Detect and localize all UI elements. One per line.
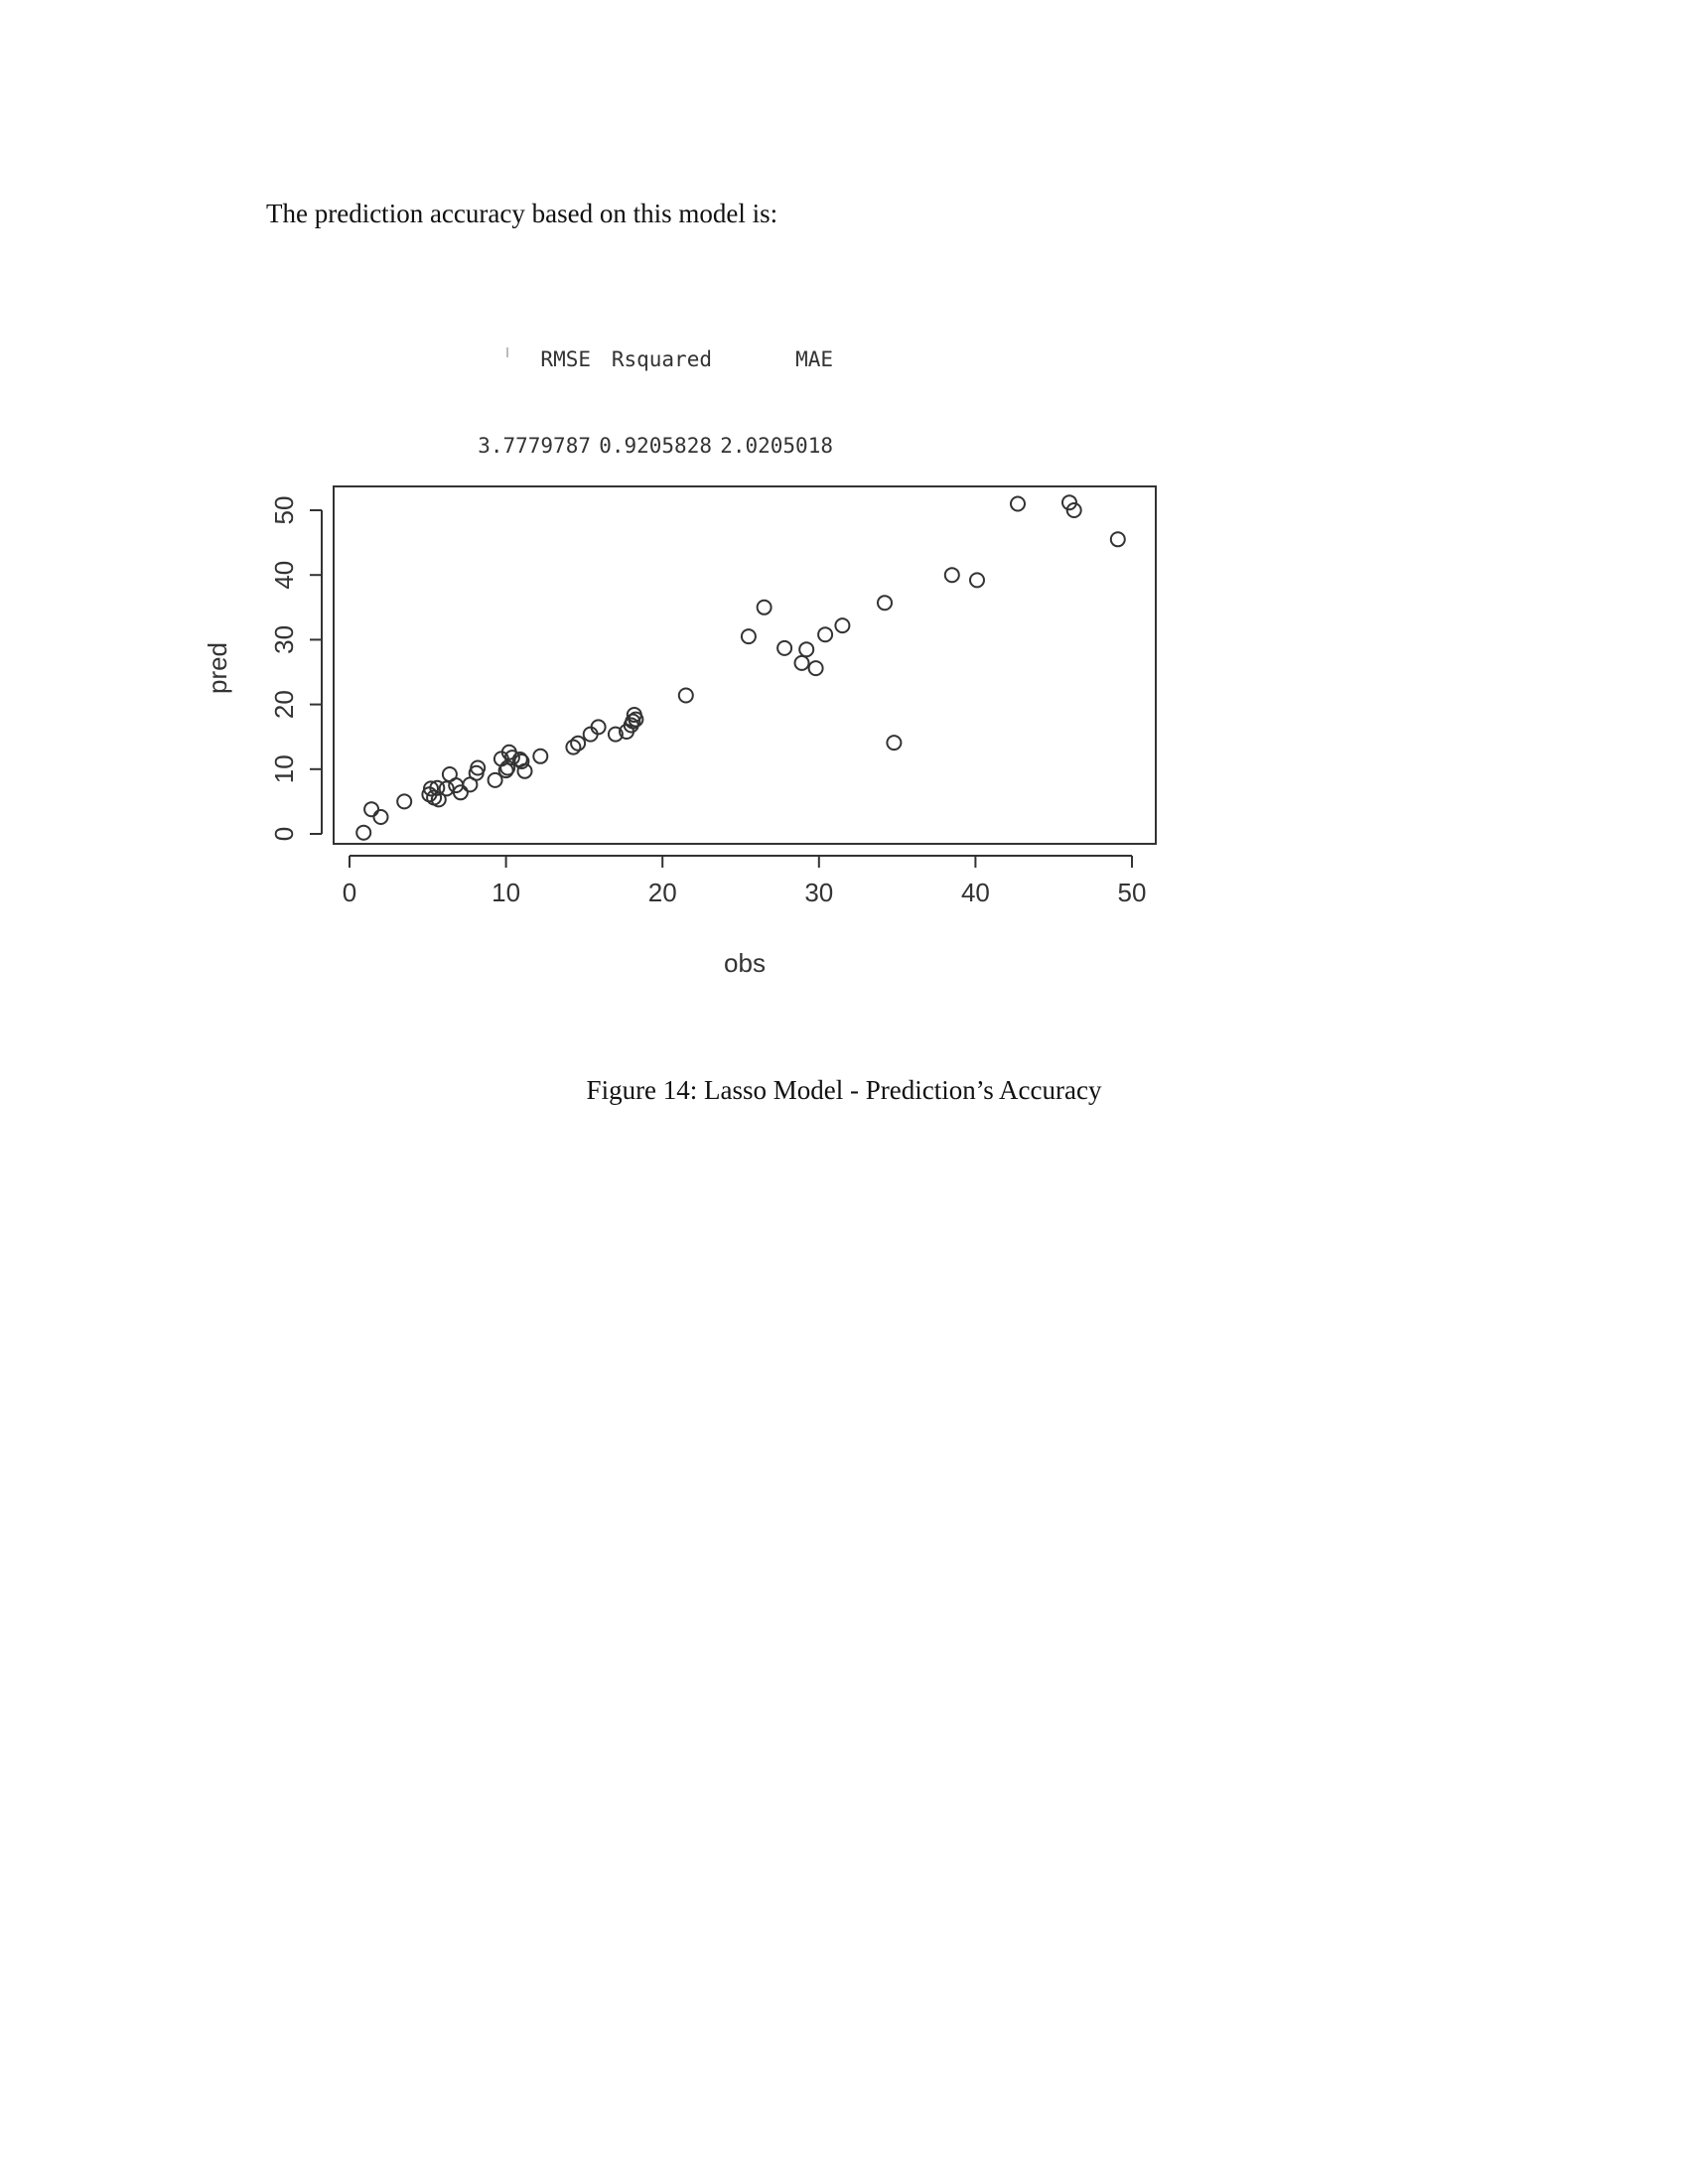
x-tick-label: 40	[961, 878, 990, 907]
data-point	[1109, 531, 1126, 548]
metrics-output: RMSE Rsquared MAE 3.7779787 0.9205828 2.0205…	[467, 288, 833, 518]
metric-value-mae: 2.0205018	[720, 434, 833, 458]
x-tick-label: 10	[492, 878, 520, 907]
metric-value-rmse: 3.7779787	[478, 434, 591, 458]
data-point	[969, 572, 985, 589]
x-tick-label: 30	[804, 878, 833, 907]
data-point	[756, 599, 773, 615]
y-tick-label: 40	[269, 561, 299, 590]
data-point	[1065, 502, 1082, 518]
data-point	[503, 750, 520, 766]
data-point	[372, 809, 389, 825]
x-tick-label: 0	[343, 878, 356, 907]
metric-header-mae: MAE	[795, 347, 833, 371]
data-point	[532, 748, 549, 764]
scatter-plot-figure: 0 10 20 30 40 50 0 10 20 30 40 50 obs pred	[189, 477, 1192, 1013]
data-point	[513, 753, 530, 769]
data-point	[470, 759, 487, 776]
y-tick-label: 10	[269, 754, 299, 783]
data-point	[625, 713, 641, 730]
data-point	[628, 711, 644, 728]
data-point	[877, 595, 893, 612]
data-points	[355, 494, 1126, 841]
data-point	[677, 687, 694, 704]
metrics-header-row: RMSE Rsquared MAE	[467, 345, 833, 374]
data-point	[798, 641, 815, 658]
metric-value-rsquared: 0.9205828	[599, 434, 712, 458]
plot-frame	[333, 485, 1157, 845]
data-point	[516, 762, 533, 779]
x-axis: 0 10 20 30 40 50	[343, 855, 1147, 907]
y-axis-label: pred	[203, 642, 232, 694]
data-point	[793, 654, 810, 671]
data-point	[943, 567, 960, 584]
metrics-value-row: 3.7779787 0.9205828 2.0205018	[467, 432, 833, 461]
data-point	[817, 626, 834, 643]
data-point	[396, 793, 413, 810]
data-point	[807, 660, 824, 677]
y-axis: 0 10 20 30 40 50	[269, 496, 323, 841]
y-tick-label: 0	[269, 827, 299, 841]
x-axis-label: obs	[724, 948, 766, 978]
data-point	[776, 639, 793, 656]
data-point	[886, 735, 903, 751]
data-point	[497, 762, 514, 779]
data-point	[565, 739, 582, 755]
data-point	[487, 771, 503, 788]
cursor-mark	[506, 347, 508, 357]
data-point	[499, 759, 516, 776]
intro-text: The prediction accuracy based on this mo…	[266, 199, 778, 228]
data-point	[834, 617, 851, 634]
data-point	[1010, 495, 1026, 512]
data-point	[438, 780, 455, 797]
y-tick-label: 50	[269, 496, 299, 525]
data-point	[570, 735, 587, 751]
figure-caption: Figure 14: Lasso Model - Prediction’s Ac…	[0, 1075, 1688, 1106]
metric-header-rsquared: Rsquared	[611, 347, 712, 371]
data-point	[1061, 494, 1077, 511]
y-tick-label: 30	[269, 625, 299, 654]
data-point	[363, 801, 380, 818]
data-point	[429, 779, 446, 796]
scatter-plot: 0 10 20 30 40 50 0 10 20 30 40 50 obs pred	[203, 485, 1157, 978]
x-tick-label: 20	[648, 878, 677, 907]
data-point	[607, 726, 624, 743]
data-point	[740, 628, 757, 645]
x-tick-label: 50	[1118, 878, 1147, 907]
y-tick-label: 20	[269, 690, 299, 719]
metric-header-rmse: RMSE	[540, 347, 591, 371]
data-point	[430, 791, 447, 808]
figure-caption-text: Figure 14: Lasso Model - Prediction’s Ac…	[586, 1075, 1102, 1105]
data-point	[452, 784, 469, 801]
data-point	[423, 780, 439, 797]
data-point	[590, 719, 607, 736]
data-point	[355, 824, 372, 841]
